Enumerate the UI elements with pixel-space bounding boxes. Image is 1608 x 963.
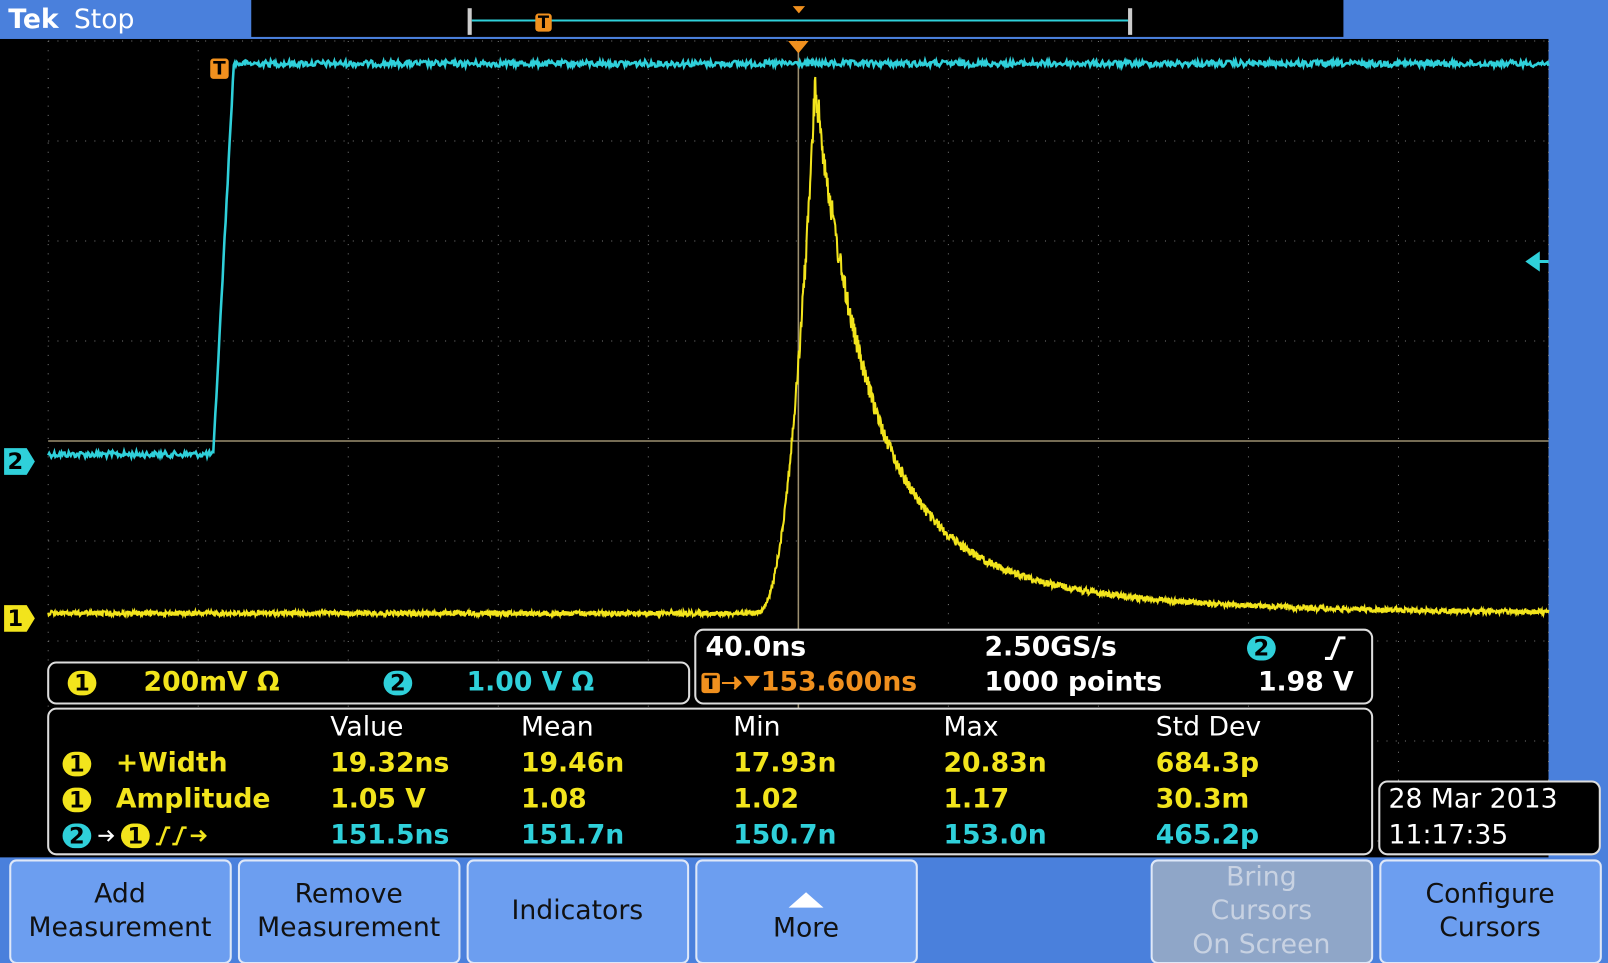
ch2-badge: 2 <box>390 671 406 697</box>
horizontal-readout <box>694 628 1374 705</box>
measurement-name: +Width <box>116 748 228 779</box>
softkey-bg[interactable] <box>9 859 232 963</box>
softkey-bg[interactable] <box>1379 859 1602 963</box>
softkey-label[interactable]: Cursors <box>1439 912 1541 943</box>
column-header: Mean <box>521 712 594 743</box>
trigger-marker-bg <box>701 672 720 694</box>
measurement-value: 150.7n <box>733 819 836 850</box>
softkey-label: Cursors <box>1211 895 1313 926</box>
measurement-value: 19.46n <box>521 748 624 779</box>
measurement-name: Amplitude <box>116 783 271 814</box>
ch2-level-marker <box>1525 251 1549 272</box>
source-badge-bg <box>62 787 92 813</box>
trigger-pointer <box>792 6 806 14</box>
trigger-marker-bg <box>535 13 552 32</box>
source-badge-bg <box>62 751 92 777</box>
softkey-bg <box>1150 859 1374 963</box>
softkey[interactable]: Indicators <box>466 859 690 963</box>
trigger-source-bg <box>1247 635 1276 661</box>
column-header: Value <box>330 712 403 743</box>
softkey-bg[interactable] <box>466 859 690 963</box>
ch2-waveform <box>47 55 1550 462</box>
softkey-bg[interactable] <box>237 859 461 963</box>
measurement-value: 465.2p <box>1156 819 1259 850</box>
trigger-arrow <box>721 675 760 690</box>
trigger-position <box>788 41 809 54</box>
vertical-readout <box>47 661 691 705</box>
source-badge: 1 <box>69 787 85 813</box>
record-length: 1000 points <box>984 667 1162 698</box>
time-per-div: 40.0ns <box>706 632 807 663</box>
softkey-label[interactable]: Remove <box>295 878 403 909</box>
sample-rate: 2.50GS/s <box>984 632 1116 663</box>
date: 28 Mar 2013 <box>1389 783 1558 814</box>
datetime-box <box>1378 780 1601 856</box>
column-header: Std Dev <box>1156 712 1261 743</box>
target-badge-bg <box>121 823 150 849</box>
column-header: Min <box>733 712 780 743</box>
softkey[interactable]: More <box>695 859 918 963</box>
ch1-badge-bg <box>67 670 97 696</box>
measurement-value: 151.7n <box>521 819 624 850</box>
trigger-marker: T <box>213 59 226 80</box>
ch1-waveform <box>47 76 1550 620</box>
measurement-value: 20.83n <box>943 748 1046 779</box>
trigger-marker-bg <box>210 58 229 79</box>
column-header: Max <box>943 712 998 743</box>
ch2-scale: 1.00 V Ω <box>467 667 595 698</box>
trigger-slope <box>1324 636 1346 660</box>
softkey-label[interactable]: Indicators <box>512 895 644 926</box>
trigger-position: 153.600ns <box>761 667 917 698</box>
edge-icon <box>155 826 207 846</box>
softkey-label[interactable]: More <box>773 913 839 944</box>
record-bracket <box>467 8 472 35</box>
softkey-bg[interactable] <box>695 859 918 963</box>
measurement-value: 1.08 <box>521 783 587 814</box>
measurement-value: 151.5ns <box>330 819 449 850</box>
ch1-scale: 200mV Ω <box>144 667 280 698</box>
measurement-panel <box>47 707 1374 856</box>
softkey-label: Bring <box>1226 861 1296 892</box>
measurement-value: 19.32ns <box>330 748 449 779</box>
ch1-badge: 1 <box>74 671 90 697</box>
more-icon <box>788 892 824 908</box>
target-badge: 1 <box>128 823 144 849</box>
measurement-value: 153.0n <box>943 819 1046 850</box>
trigger-source: 2 <box>1254 636 1270 662</box>
ch2-ground-marker-bg <box>4 448 35 475</box>
softkey-label[interactable]: Configure <box>1425 878 1554 909</box>
softkey-label[interactable]: Add <box>94 878 146 909</box>
acq-status: Stop <box>74 4 135 35</box>
ch2-badge-bg <box>383 670 413 696</box>
measurement-value: 30.3m <box>1156 783 1250 814</box>
source-badge-bg <box>62 823 92 849</box>
trigger-marker: T <box>538 13 550 32</box>
trigger-level: 1.98 V <box>1258 667 1354 698</box>
trigger-marker: T <box>704 673 717 694</box>
arrow <box>98 829 115 842</box>
measurement-value: 1.02 <box>733 783 799 814</box>
ch1-ground-marker-bg <box>4 605 35 632</box>
record-bracket <box>1128 8 1133 35</box>
measurement-value: 1.05 V <box>330 783 426 814</box>
source-badge: 1 <box>69 752 85 778</box>
softkey-label[interactable]: Measurement <box>28 912 211 943</box>
measurement-value: 1.17 <box>943 783 1009 814</box>
time: 11:17:35 <box>1389 819 1509 850</box>
softkey-label: On Screen <box>1192 929 1330 960</box>
source-badge: 2 <box>69 823 85 849</box>
measurement-value: 684.3p <box>1156 748 1259 779</box>
softkey-label[interactable]: Measurement <box>257 912 440 943</box>
ch2-ground-marker: 2 <box>8 449 24 475</box>
record-view <box>251 0 1344 37</box>
ch1-ground-marker: 1 <box>8 606 24 632</box>
measurement-value: 17.93n <box>733 748 836 779</box>
brand: Tek <box>8 4 60 35</box>
